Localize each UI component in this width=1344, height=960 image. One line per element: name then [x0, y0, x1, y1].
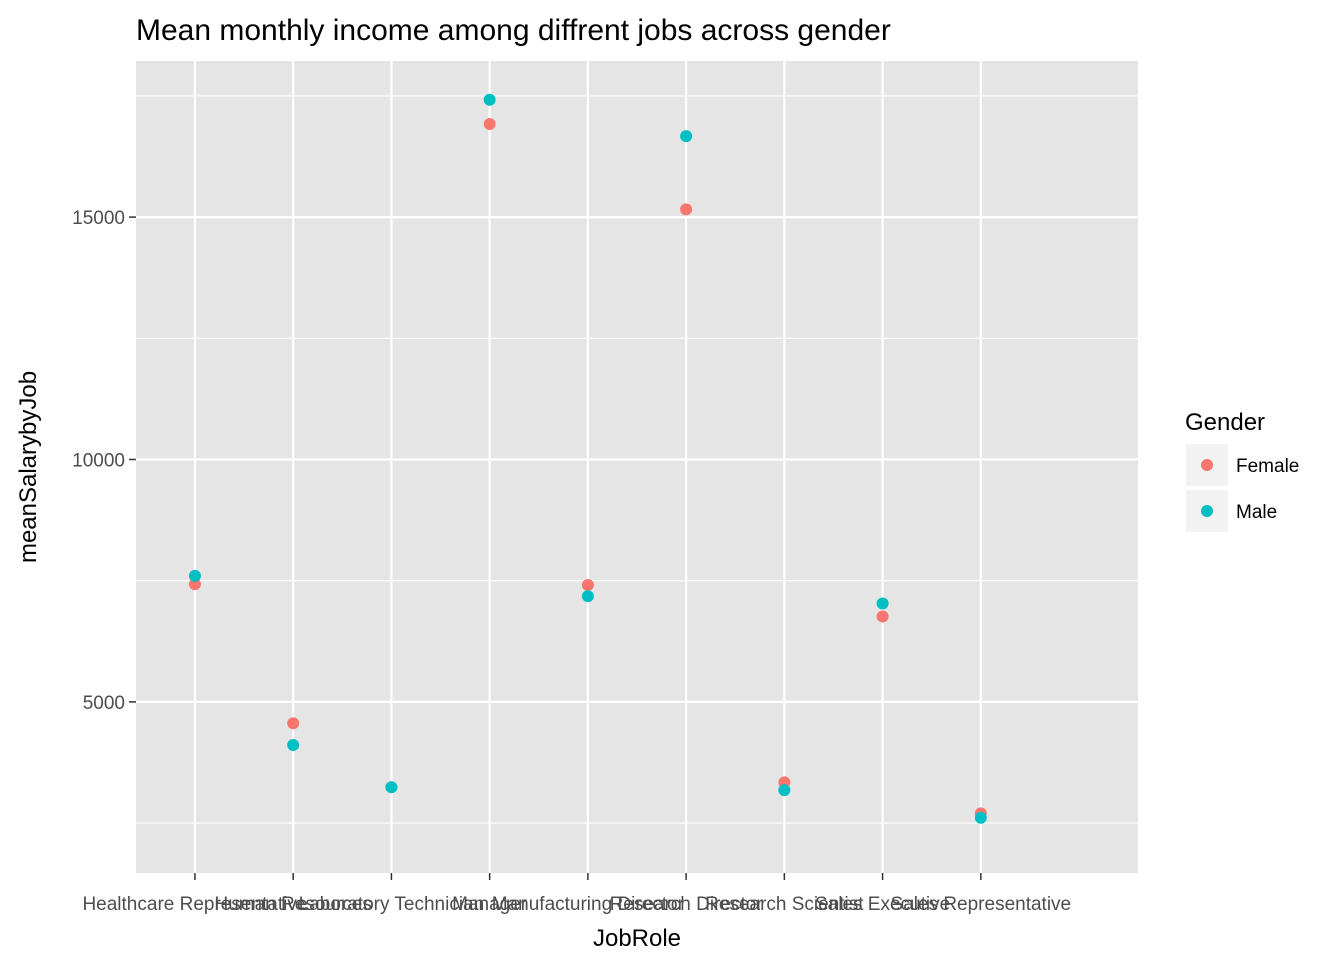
point-male: [778, 784, 791, 797]
point-male: [581, 590, 594, 603]
point-male: [287, 739, 300, 752]
legend-label: Male: [1236, 502, 1277, 523]
minor-gridlines: [136, 95, 1138, 824]
point-male: [876, 597, 889, 610]
x-tick-label: Manager: [452, 894, 528, 915]
point-male: [680, 130, 693, 143]
major-gridlines: [136, 61, 1138, 873]
point-male: [483, 93, 496, 106]
point-female: [483, 118, 496, 131]
point-female: [876, 610, 889, 623]
point-male: [385, 781, 398, 794]
x-tick-label: Sales Representative: [891, 894, 1072, 915]
legend: Gender Female Male: [1185, 409, 1299, 532]
x-tick-label: Sales Executive: [815, 894, 950, 915]
point-female: [287, 717, 300, 730]
data-points: [188, 93, 987, 824]
x-tick-label: Research Scientist: [705, 894, 864, 915]
x-tick-label: Laboratory Technician: [299, 894, 485, 915]
x-tick-label: Manufacturing Director: [492, 894, 685, 915]
legend-marker-female: [1201, 459, 1213, 471]
x-tick-label: Research Director: [610, 894, 764, 915]
y-tick-label: 10000: [72, 450, 125, 471]
point-female: [188, 578, 201, 591]
x-tick-label: Healthcare Representative: [82, 894, 307, 915]
legend-marker-male: [1201, 505, 1213, 517]
point-male: [188, 569, 201, 582]
legend-label: Female: [1236, 456, 1299, 477]
y-axis: 5000 10000 15000: [72, 208, 136, 714]
chart-title: Mean monthly income among diffrent jobs …: [136, 14, 891, 47]
point-female: [581, 579, 594, 592]
legend-title: Gender: [1185, 409, 1265, 436]
plot-panel: [136, 61, 1138, 873]
x-tick-label: Human Resources: [215, 894, 372, 915]
y-tick-label: 15000: [72, 208, 125, 229]
point-female: [680, 203, 693, 216]
point-male: [974, 811, 987, 824]
y-axis-title: meanSalarybyJob: [15, 371, 42, 563]
x-axis-title: JobRole: [593, 925, 681, 952]
y-tick-label: 5000: [83, 693, 125, 714]
